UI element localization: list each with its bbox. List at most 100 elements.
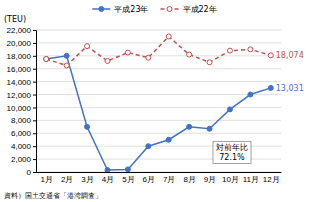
series-line (46, 36, 271, 65)
x-tick-label: 7月 (163, 175, 175, 184)
y-tick-label: 4,000 (11, 142, 32, 151)
legend-marker (99, 7, 104, 12)
plot-area: 0 2,000 4,000 6,000 8,000 10,000 12,000 14,000 1… (7, 26, 304, 184)
y-tick-mark (33, 146, 36, 147)
x-tick: 1月 (40, 175, 52, 184)
x-tick-label: 10月 (222, 175, 239, 184)
series-point (125, 50, 130, 55)
y-tick-label: 14,000 (7, 78, 32, 87)
y-tick-mark (33, 82, 36, 83)
series-point (64, 53, 69, 58)
y-tick: 22,000 (7, 26, 36, 35)
legend-item: 平成23年 (92, 5, 148, 14)
source: 資料）国土交通省「港湾調査」 (4, 192, 102, 200)
grid-line (36, 133, 281, 134)
series-point (85, 124, 90, 129)
x-tick: 3月 (81, 175, 93, 184)
series-point (105, 168, 110, 172)
grid-line (36, 107, 281, 108)
y-tick-label: 18,000 (7, 52, 32, 61)
y-tick: 10,000 (7, 104, 36, 113)
x-axis-line (37, 172, 282, 173)
series-point (166, 34, 171, 39)
x-axis: 1月 2月 3月 4月 5月 6月 7月 8月 9月 10月 11月 12月 (37, 173, 282, 184)
series-point (207, 60, 212, 65)
series-point (166, 137, 171, 142)
y-tick: 16,000 (7, 65, 36, 74)
y-tick-mark (33, 43, 36, 44)
x-tick: 5月 (122, 175, 134, 184)
series-point (207, 126, 212, 131)
series-point (268, 85, 273, 90)
x-tick: 4月 (102, 175, 114, 184)
annotations: 13,031 18,074 対前年比72.1% (213, 51, 304, 163)
series-point (44, 57, 49, 62)
series-point (105, 58, 110, 63)
y-tick-label: 12,000 (7, 91, 32, 100)
y-tick-mark (33, 172, 36, 173)
grid-line (36, 42, 281, 43)
y-tick-mark (33, 30, 36, 31)
y-tick-mark (33, 159, 36, 160)
series-point (44, 57, 49, 62)
legend-item: 平成22年 (161, 5, 217, 14)
y-tick-mark (33, 133, 36, 134)
y-tick: 6,000 (11, 129, 36, 138)
y-tick: 18,000 (7, 52, 36, 61)
grid-line (36, 81, 281, 82)
y-tick-label: 8,000 (11, 116, 32, 125)
ratio-frame (213, 141, 251, 163)
x-tick-label: 8月 (183, 175, 195, 184)
y-tick-label: 22,000 (7, 26, 32, 35)
x-tick-label: 9月 (204, 175, 216, 184)
series-point (227, 48, 232, 53)
series-point (187, 52, 192, 57)
grid-line (36, 172, 281, 173)
x-tick-label: 2月 (61, 175, 73, 184)
x-tick: 10月 (222, 175, 239, 184)
y-tick-label: 10,000 (7, 104, 32, 113)
x-tick: 12月 (263, 175, 280, 184)
grid-line (36, 120, 281, 121)
x-tick-label: 11月 (243, 175, 259, 184)
x-tick-label: 5月 (122, 175, 134, 184)
series-point (146, 55, 151, 60)
y-axis-title: (TEU) (4, 15, 26, 24)
x-tick: 2月 (61, 175, 73, 184)
series-point (146, 144, 151, 149)
series-point (85, 44, 90, 49)
y-tick: 12,000 (7, 91, 36, 100)
grid (36, 30, 281, 172)
x-tick-label: 6月 (143, 175, 155, 184)
x-tick-label: 12月 (263, 175, 280, 184)
end-label: 13,031 (276, 84, 304, 93)
y-tick-mark (33, 95, 36, 96)
series-point (248, 47, 253, 52)
y-tick: 0 (27, 168, 36, 177)
y-axis: 0 2,000 4,000 6,000 8,000 10,000 12,000 14,000 1… (7, 26, 37, 177)
ratio-text: 対前年比72.1% (216, 143, 248, 161)
chart: 0 2,000 4,000 6,000 8,000 10,000 12,000 14,000 1… (0, 0, 309, 202)
end-label: 18,074 (276, 51, 304, 60)
x-tick: 8月 (183, 175, 195, 184)
y-tick-mark (33, 56, 36, 57)
x-tick-label: 1月 (40, 175, 52, 184)
x-tick-label: 4月 (102, 175, 114, 184)
legend-label: 平成22年 (183, 5, 217, 14)
y-tick-label: 2,000 (11, 155, 32, 164)
y-tick: 4,000 (11, 142, 36, 151)
y-tick: 14,000 (7, 78, 36, 87)
y-tick-mark (33, 69, 36, 70)
grid-line (36, 94, 281, 95)
series-line (46, 56, 271, 170)
series-point (248, 92, 253, 97)
x-tick: 11月 (243, 175, 259, 184)
ratio-box: 対前年比72.1% (213, 141, 251, 163)
grid-line (36, 30, 281, 31)
x-tick-label: 3月 (81, 175, 93, 184)
x-tick: 9月 (204, 175, 216, 184)
y-tick: 20,000 (7, 39, 36, 48)
x-tick: 7月 (163, 175, 175, 184)
series-group (44, 34, 274, 172)
y-tick-label: 16,000 (7, 65, 32, 74)
